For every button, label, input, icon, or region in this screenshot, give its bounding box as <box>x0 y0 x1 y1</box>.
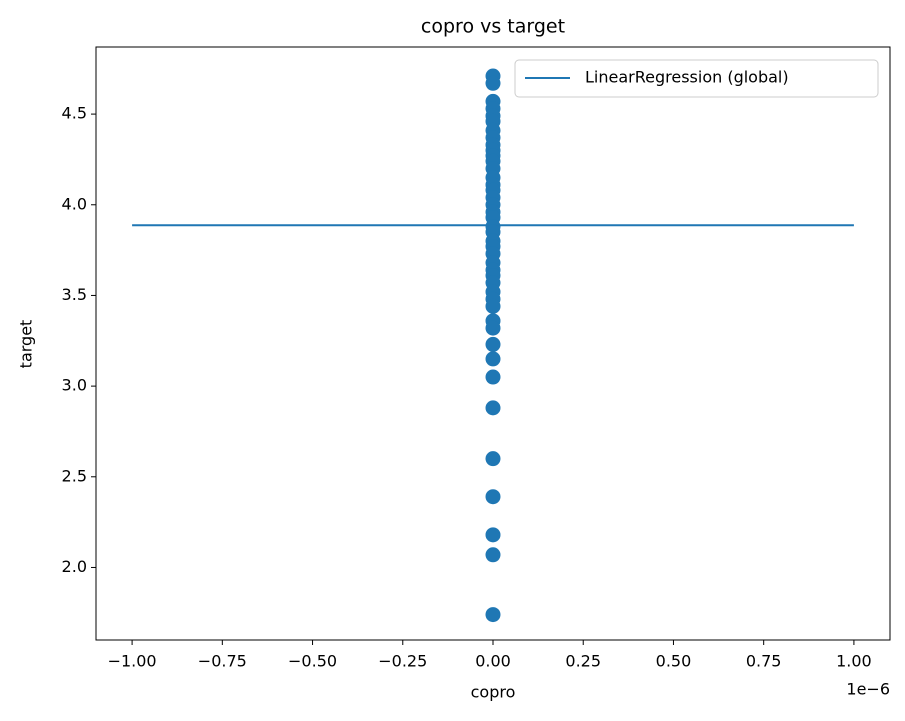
scatter-point <box>485 75 501 91</box>
x-tick-label: 0.00 <box>475 652 511 671</box>
y-tick-label: 4.0 <box>62 194 87 213</box>
x-axis-label: copro <box>471 683 516 702</box>
scatter-point <box>485 336 501 352</box>
scatter-point <box>485 298 501 314</box>
x-tick-label: −0.75 <box>198 652 247 671</box>
scatter-point <box>485 320 501 336</box>
x-tick-label: 1.00 <box>836 652 872 671</box>
x-tick-label: 0.50 <box>656 652 692 671</box>
scatter-point <box>485 351 501 367</box>
scatter-point <box>485 547 501 563</box>
chart-title: copro vs target <box>421 16 565 38</box>
scatter-point <box>485 369 501 385</box>
scatter-point <box>485 400 501 416</box>
y-axis-label: target <box>17 320 36 369</box>
y-tick-label: 3.5 <box>62 285 87 304</box>
x-scale-label: 1e−6 <box>846 680 890 699</box>
x-tick-label: 0.25 <box>565 652 601 671</box>
x-tick-label: −0.25 <box>378 652 427 671</box>
scatter-point <box>485 607 501 623</box>
scatter-point <box>485 527 501 543</box>
scatter-point <box>485 489 501 505</box>
x-tick-label: 0.75 <box>746 652 782 671</box>
y-tick-label: 2.5 <box>62 466 87 485</box>
plot-frame <box>95 46 891 641</box>
y-tick-label: 4.5 <box>62 104 87 123</box>
legend-box <box>514 59 879 98</box>
y-tick-label: 2.0 <box>62 557 87 576</box>
x-tick-label: −1.00 <box>108 652 157 671</box>
legend-label: LinearRegression (global) <box>585 68 789 87</box>
x-tick-label: −0.50 <box>288 652 337 671</box>
y-tick-label: 3.0 <box>62 376 87 395</box>
scatter-point <box>485 451 501 467</box>
